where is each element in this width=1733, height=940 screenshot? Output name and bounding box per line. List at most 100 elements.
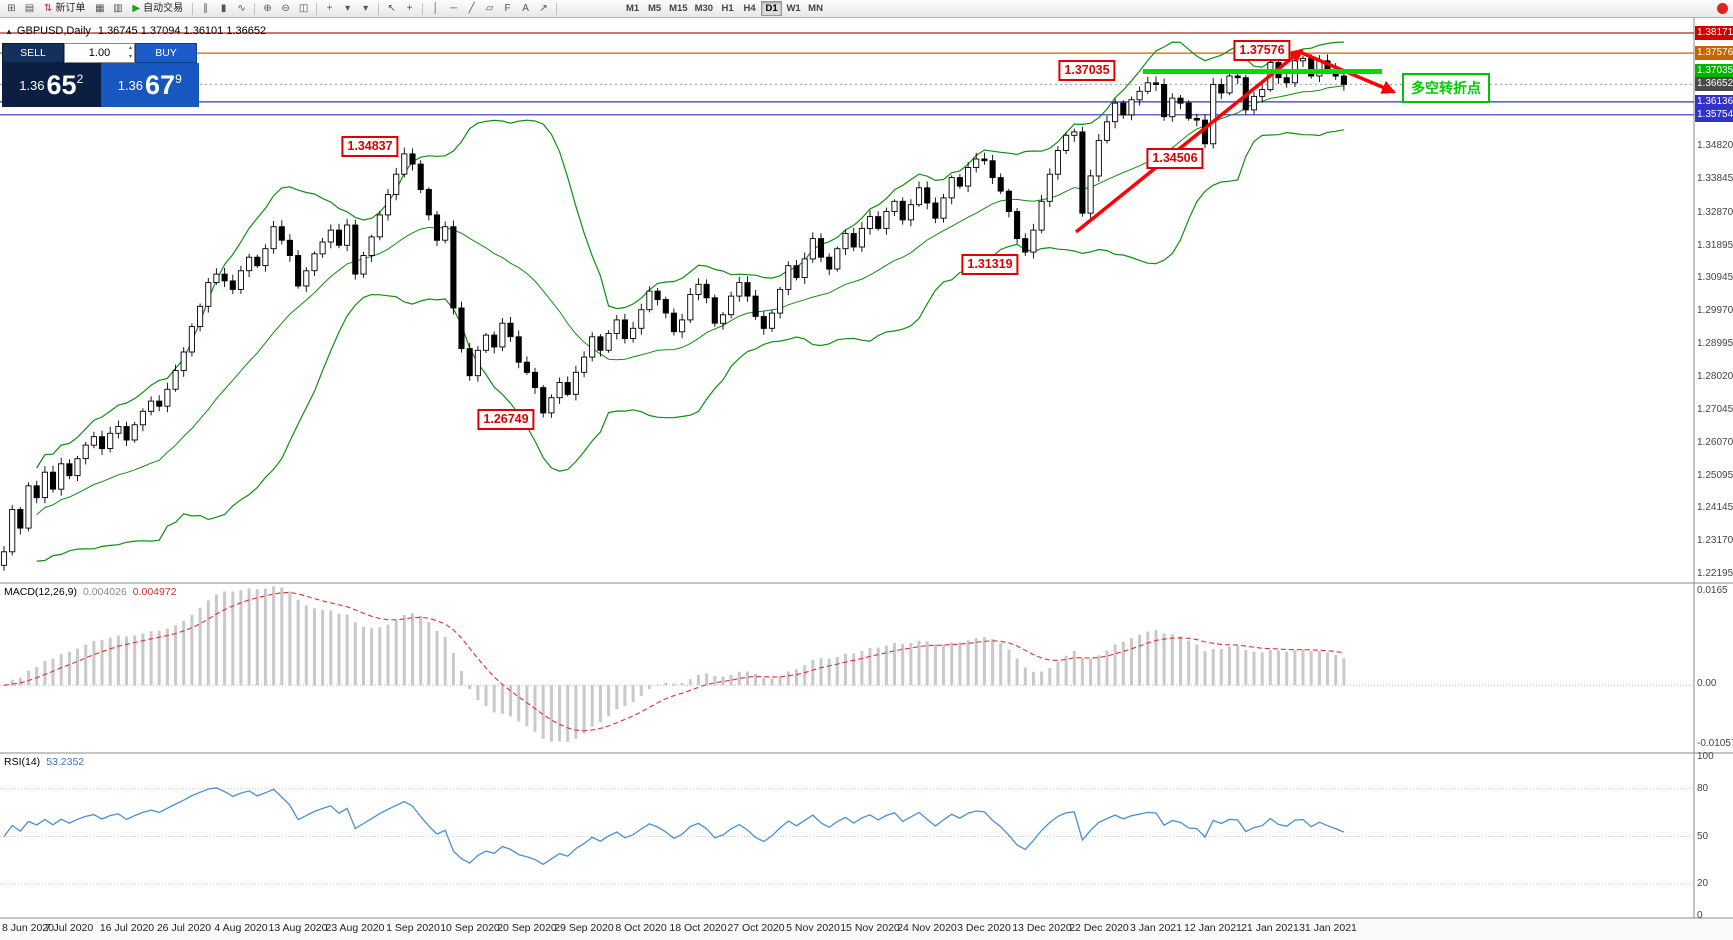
horizontal-line-icon[interactable]: ─ (445, 1, 462, 16)
time-axis-strip[interactable] (0, 919, 1733, 940)
price-axis-tick: 1.30945 (1697, 272, 1733, 283)
timeframe-d1-button[interactable]: D1 (761, 1, 783, 16)
sell-price[interactable]: 1.36 65 2 (2, 63, 101, 107)
tile-windows-icon[interactable]: ◫ (295, 1, 312, 16)
market-watch-icon: ▦ (95, 3, 105, 14)
price-annotation-label[interactable]: 1.37035 (1058, 60, 1116, 81)
price-annotation-label[interactable]: 1.37576 (1233, 40, 1291, 61)
time-axis-label: 3 Jan 2021 (1130, 922, 1182, 934)
autotrading-button[interactable]: ▶ 自动交易 (127, 1, 188, 16)
line-chart-icon[interactable]: ∿ (233, 1, 250, 16)
fibonacci-icon[interactable]: F (499, 1, 516, 16)
price-annotation-label[interactable]: 1.34506 (1146, 148, 1204, 169)
timeframe-mn-button[interactable]: MN (808, 3, 823, 14)
indicators-icon[interactable]: + (321, 1, 338, 16)
trendline-icon[interactable]: ╱ (463, 1, 480, 16)
channel-icon[interactable]: ▱ (481, 1, 498, 16)
vertical-line-icon[interactable]: │ (427, 1, 444, 16)
channel-icon: ▱ (485, 3, 494, 14)
arrow-tools-icon: ↗ (539, 3, 548, 14)
volume-input[interactable]: 1.00 ▴ ▾ (64, 43, 135, 63)
time-axis-label: 24 Nov 2020 (897, 922, 957, 934)
price-axis-tick: 1.22195 (1697, 568, 1733, 579)
chart-canvas[interactable] (0, 18, 1733, 940)
new-order-button-label: 新订单 (55, 3, 86, 14)
timeframe-w1-button[interactable]: W1 (786, 3, 801, 14)
time-axis-label: 20 Sep 2020 (497, 922, 557, 934)
zoom-in-icon[interactable]: ⊕ (259, 1, 276, 16)
data-window-icon[interactable]: ▥ (109, 1, 126, 16)
price-annotation-label[interactable]: 1.26749 (477, 409, 535, 430)
periods-dropdown-icon[interactable]: ▾ (357, 1, 374, 16)
timeframe-m5-button[interactable]: M5 (647, 3, 662, 14)
spinner-up-icon[interactable]: ▴ (128, 45, 132, 51)
rsi-axis-label: 0 (1697, 910, 1703, 921)
vertical-line-icon: │ (432, 3, 439, 14)
cursor-icon[interactable]: ↖ (383, 1, 400, 16)
profiles-icon[interactable]: ▤ (21, 1, 38, 16)
macd-axis-label: 0.00 (1697, 678, 1717, 689)
turning-point-label[interactable]: 多空转折点 (1402, 73, 1490, 103)
autotrading-button-label: 自动交易 (143, 3, 184, 14)
volume-spinner[interactable]: ▴ ▾ (129, 44, 132, 62)
new-chart-icon: ⊞ (7, 3, 16, 14)
candlestick-chart-icon[interactable]: ▮ (215, 1, 232, 16)
text-icon[interactable]: A (517, 1, 534, 16)
trend-arrow[interactable] (1074, 48, 1304, 234)
arrow-tools-icon[interactable]: ↗ (535, 1, 552, 16)
indicators-dropdown-arrow[interactable]: ▾ (339, 1, 356, 16)
rsi-value: 53.2352 (46, 756, 85, 768)
price-axis-tick: 1.24145 (1697, 502, 1733, 513)
price-axis-tick: 1.27045 (1697, 404, 1733, 415)
time-axis-label: 12 Jan 2021 (1184, 922, 1242, 934)
price-annotation-label[interactable]: 1.34837 (341, 136, 399, 157)
timeframe-h1-button[interactable]: H1 (721, 3, 734, 14)
new-order-icon: ⇅ (44, 3, 53, 14)
bollinger-upper-band (36, 41, 1344, 469)
data-window-icon: ▥ (113, 3, 123, 14)
toolbar-separator (422, 2, 424, 15)
chart-area: ▲ GBPUSD,Daily 1.36745 1.37094 1.36101 1.3… (0, 18, 1733, 940)
pane-separators[interactable] (0, 18, 1733, 919)
notification-badge-icon[interactable] (1717, 3, 1728, 14)
price-annotation-label[interactable]: 1.31319 (961, 254, 1019, 275)
time-axis-label: 22 Dec 2020 (1069, 922, 1129, 934)
timeframe-m1-button[interactable]: M1 (625, 3, 640, 14)
toolbar-separator (556, 2, 558, 15)
timeframe-m30-button[interactable]: M30 (694, 3, 714, 14)
buy-button[interactable]: BUY (135, 43, 197, 63)
bollinger-middle-band (36, 85, 1344, 515)
time-axis-label: 3 Dec 2020 (957, 922, 1011, 934)
market-watch-icon[interactable]: ▦ (91, 1, 108, 16)
one-click-trading-panel: SELL 1.00 ▴ ▾ BUY 1.36 65 2 1.36 67 9 (2, 43, 199, 107)
timeframe-h4-button[interactable]: H4 (743, 3, 756, 14)
candles (0, 57, 1347, 566)
time-axis-label: 7 Jul 2020 (44, 922, 94, 934)
new-chart-icon[interactable]: ⊞ (3, 1, 20, 16)
sell-price-prefix: 1.36 (19, 77, 45, 93)
crosshair-icon[interactable]: + (401, 1, 418, 16)
tile-windows-icon: ◫ (298, 3, 309, 14)
price-axis-tick: 1.32870 (1697, 207, 1733, 218)
toolbar-separator (254, 2, 256, 15)
price-axis-tick: 1.26070 (1697, 437, 1733, 448)
toolbar-separator (316, 2, 318, 15)
time-axis-label: 1 Sep 2020 (386, 922, 440, 934)
new-order-button[interactable]: ⇅ 新订单 (39, 1, 90, 16)
sell-button[interactable]: SELL (2, 43, 64, 63)
price-level-box: 1.37576 (1695, 46, 1733, 60)
one-click-collapse-arrow[interactable]: ▲ (5, 27, 13, 36)
autotrading-icon: ▶ (132, 3, 141, 14)
buy-price[interactable]: 1.36 67 9 (100, 63, 199, 107)
macd-value-main: 0.004026 (82, 586, 127, 598)
spinner-down-icon[interactable]: ▾ (128, 54, 132, 60)
zoom-in-icon: ⊕ (263, 3, 272, 14)
profiles-icon: ▤ (24, 3, 35, 14)
timeframe-m15-button[interactable]: M15 (669, 3, 688, 14)
volume-value: 1.00 (88, 47, 111, 59)
bar-chart-icon[interactable]: ∥ (197, 1, 214, 16)
chart-symbol-header: ▲ GBPUSD,Daily 1.36745 1.37094 1.36101 1.3… (5, 25, 266, 37)
zoom-out-icon[interactable]: ⊖ (277, 1, 294, 16)
buy-price-prefix: 1.36 (117, 77, 144, 93)
time-axis-label: 5 Nov 2020 (786, 922, 840, 934)
